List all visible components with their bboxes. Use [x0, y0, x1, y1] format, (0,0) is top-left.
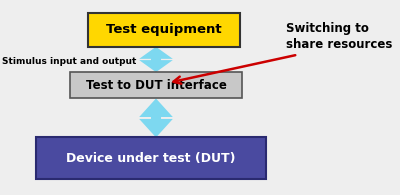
- Text: Switching to
share resources: Switching to share resources: [286, 22, 392, 51]
- Polygon shape: [139, 98, 173, 137]
- FancyBboxPatch shape: [70, 72, 242, 98]
- Text: Test to DUT interface: Test to DUT interface: [86, 79, 226, 92]
- Polygon shape: [139, 47, 173, 72]
- FancyBboxPatch shape: [88, 13, 240, 47]
- FancyBboxPatch shape: [36, 137, 266, 179]
- Text: Test equipment: Test equipment: [106, 23, 222, 36]
- Text: Stimulus input and output: Stimulus input and output: [2, 57, 136, 66]
- Text: Device under test (DUT): Device under test (DUT): [66, 152, 236, 165]
